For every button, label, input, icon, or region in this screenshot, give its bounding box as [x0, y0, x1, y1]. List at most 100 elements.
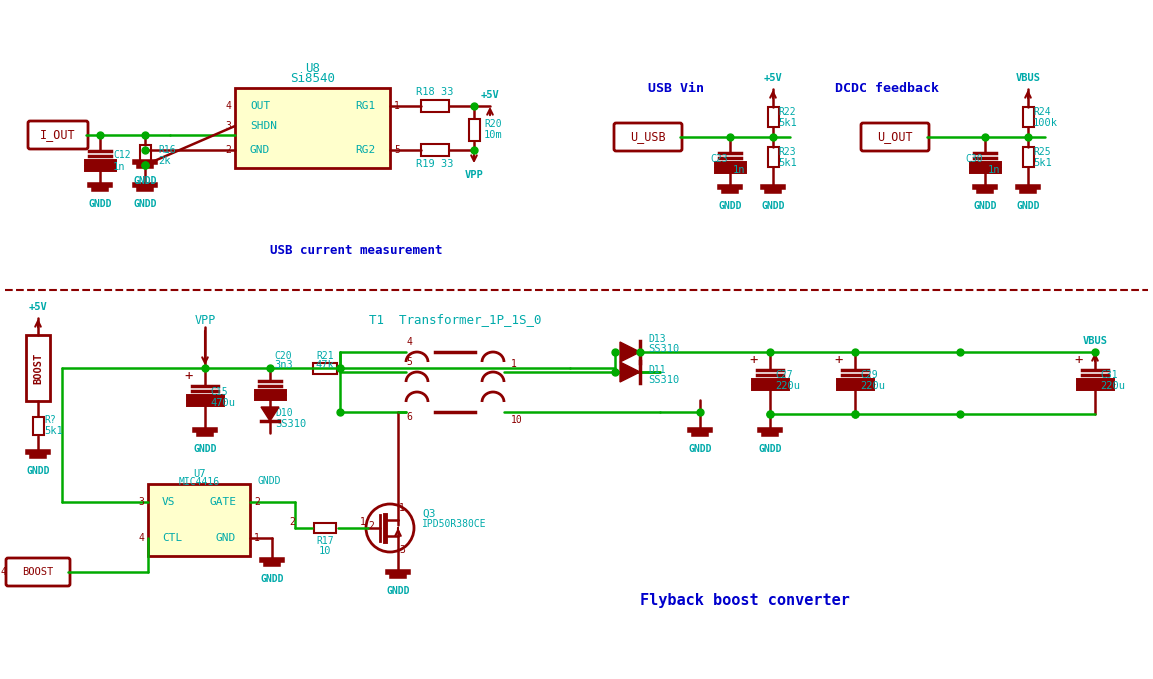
Text: D13: D13 [648, 334, 665, 344]
Text: 1: 1 [394, 101, 400, 111]
Text: R16: R16 [158, 145, 175, 155]
Text: R19 33: R19 33 [416, 159, 454, 169]
Bar [1023, 107, 1033, 127]
Text: C30: C30 [965, 154, 984, 164]
Text: U_OUT: U_OUT [877, 130, 913, 143]
Text: GNDD: GNDD [194, 444, 217, 454]
Bar [27, 335, 50, 401]
Text: 6: 6 [406, 412, 412, 422]
Text: 220u: 220u [860, 381, 886, 391]
Text: 5: 5 [406, 357, 412, 367]
Text: GNDD: GNDD [1016, 201, 1040, 211]
Text: R25: R25 [1033, 147, 1050, 157]
Text: GND: GND [216, 533, 236, 543]
Text: RG1: RG1 [355, 101, 375, 111]
Text: C31: C31 [1100, 370, 1117, 380]
Text: U8: U8 [306, 62, 321, 75]
Text: USB current measurement: USB current measurement [270, 244, 443, 257]
Text: GND: GND [250, 145, 270, 155]
Text: Q3: Q3 [422, 509, 436, 519]
Text: CTL: CTL [163, 533, 182, 543]
Bar [235, 88, 390, 168]
Text: SHDN: SHDN [250, 121, 277, 131]
Text: 1n: 1n [113, 162, 126, 172]
Bar [312, 363, 337, 373]
Text: GNDD: GNDD [386, 586, 409, 596]
Text: 3n3: 3n3 [274, 360, 293, 370]
Bar [314, 523, 336, 533]
Bar [148, 484, 250, 556]
Text: RG2: RG2 [355, 145, 375, 155]
Text: 3: 3 [225, 121, 231, 131]
Text: +5V: +5V [29, 302, 47, 312]
Polygon shape [620, 362, 640, 382]
Text: 1n: 1n [988, 165, 1001, 175]
Text: DCDC feedback: DCDC feedback [835, 81, 939, 94]
Text: GNDD: GNDD [761, 201, 785, 211]
Text: T1  Transformer_1P_1S_0: T1 Transformer_1P_1S_0 [369, 314, 541, 327]
Text: C20: C20 [274, 351, 292, 361]
Text: R20: R20 [484, 119, 502, 129]
Text: GNDD: GNDD [688, 444, 711, 454]
Text: +: + [184, 369, 194, 383]
Text: 5k1: 5k1 [1033, 158, 1052, 168]
Text: +5V: +5V [763, 73, 783, 83]
Text: 10: 10 [318, 546, 331, 556]
Bar [421, 100, 449, 112]
Text: VPP: VPP [465, 170, 483, 180]
Text: VBUS: VBUS [1083, 336, 1108, 346]
Text: +: + [1075, 353, 1083, 367]
Text: 220u: 220u [1100, 381, 1125, 391]
Text: VS: VS [163, 497, 175, 507]
Text: 5: 5 [394, 145, 400, 155]
Text: 220u: 220u [775, 381, 800, 391]
Text: GATE: GATE [209, 497, 236, 507]
Text: D11: D11 [648, 365, 665, 375]
Bar [768, 147, 778, 167]
Text: +5V: +5V [481, 90, 499, 100]
Text: +: + [835, 353, 843, 367]
Text: 1: 1 [399, 503, 405, 513]
Text: Si8540: Si8540 [291, 71, 336, 84]
Text: C15: C15 [210, 387, 227, 397]
Text: SS310: SS310 [276, 419, 307, 429]
Bar [768, 107, 778, 127]
Text: 1: 1 [254, 533, 259, 543]
Text: 5k1: 5k1 [778, 118, 797, 128]
Text: R17: R17 [316, 536, 334, 546]
Text: 1: 1 [511, 359, 517, 369]
Bar [1023, 147, 1033, 167]
Text: 5k1: 5k1 [44, 426, 62, 436]
Text: R22: R22 [778, 107, 796, 117]
Polygon shape [620, 342, 640, 362]
Text: GNDD: GNDD [89, 199, 112, 209]
Text: C27: C27 [775, 370, 792, 380]
Text: GNDD: GNDD [973, 201, 996, 211]
Text: 470u: 470u [210, 398, 235, 408]
Text: R?: R? [44, 415, 55, 425]
Polygon shape [261, 407, 279, 421]
Text: R24: R24 [1033, 107, 1050, 117]
Text: SS310: SS310 [648, 375, 679, 385]
Text: 2k: 2k [158, 156, 171, 166]
Text: U7: U7 [193, 469, 205, 479]
Bar [421, 144, 449, 156]
Text: VPP: VPP [195, 314, 216, 327]
Text: R21: R21 [316, 351, 334, 361]
Text: 2: 2 [289, 517, 295, 527]
Text: BOOST: BOOST [33, 352, 43, 384]
Text: 1n: 1n [733, 165, 746, 175]
Text: R18 33: R18 33 [416, 87, 454, 97]
Text: USB Vin: USB Vin [648, 81, 704, 94]
Bar [140, 145, 151, 165]
Text: 4: 4 [138, 533, 144, 543]
Text: 1: 1 [360, 517, 366, 527]
Text: U_USB: U_USB [631, 130, 665, 143]
Text: 2: 2 [254, 497, 259, 507]
Text: VBUS: VBUS [1016, 73, 1040, 83]
Text: 10: 10 [511, 415, 522, 425]
Text: GNDD: GNDD [261, 574, 284, 584]
Text: OUT: OUT [250, 101, 270, 111]
Text: Flyback boost converter: Flyback boost converter [640, 593, 850, 608]
Text: 100k: 100k [1033, 118, 1058, 128]
